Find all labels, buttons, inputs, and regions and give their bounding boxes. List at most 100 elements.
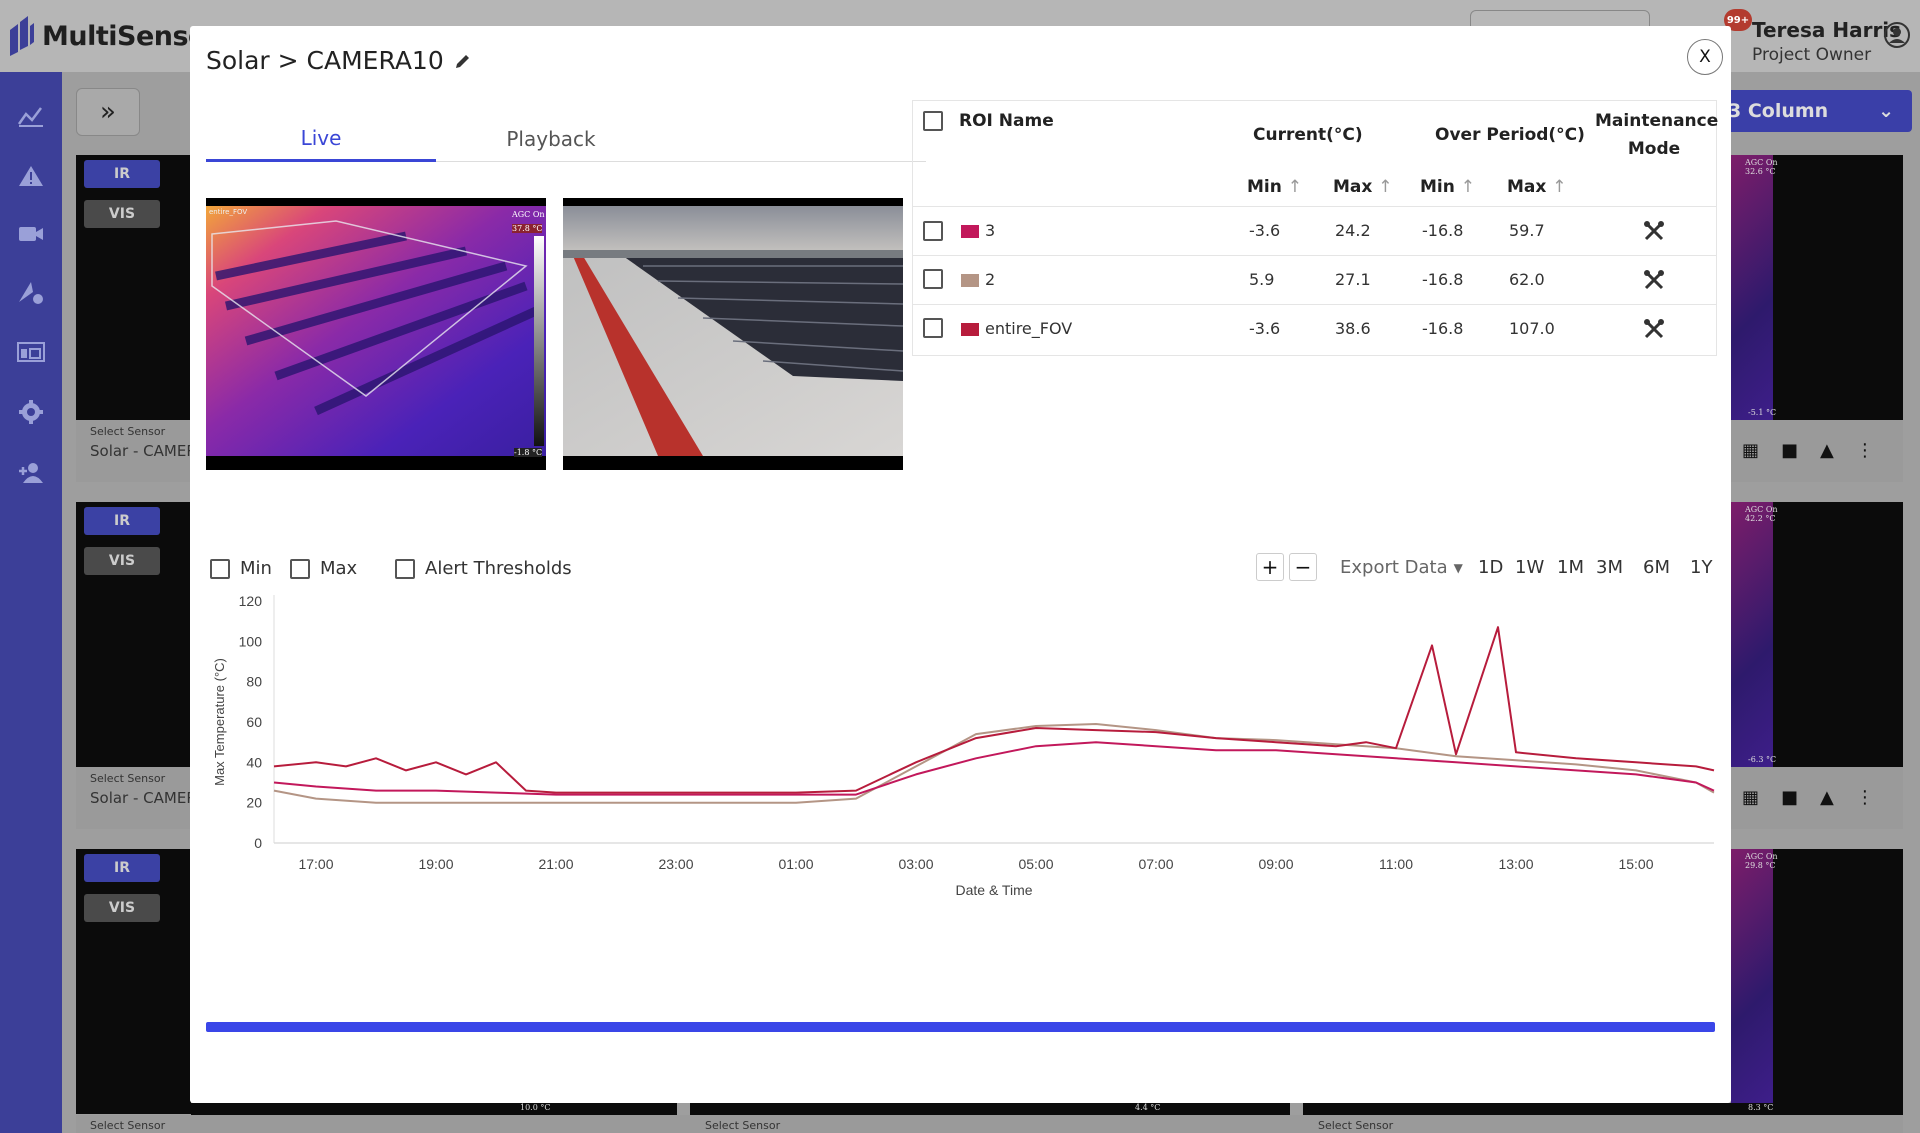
expand-sidebar-button[interactable]: » — [76, 88, 140, 136]
camera-icon[interactable]: ■ — [1781, 440, 1799, 461]
camera-tile-3[interactable] — [76, 849, 191, 1114]
roi-row-checkbox[interactable] — [923, 269, 943, 289]
period-min-value: -16.8 — [1422, 319, 1464, 338]
vis-mode-button[interactable]: VIS — [84, 894, 160, 922]
ir-mode-button[interactable]: IR — [84, 160, 160, 188]
more-vert-icon[interactable]: ⋮ — [1855, 440, 1874, 461]
chart-navigator-bar[interactable] — [206, 1022, 1715, 1032]
brand[interactable]: MultiSensor — [8, 16, 219, 56]
camera-tile-bottom-1[interactable] — [191, 1103, 677, 1115]
period-min-sort[interactable]: Min ↑ — [1420, 177, 1475, 197]
camera-tile-bottom-2[interactable] — [690, 1103, 1290, 1115]
layout-icon[interactable]: ▦ — [1742, 787, 1760, 808]
maintenance-header-line1: Maintenance — [1595, 111, 1719, 131]
y-tick-label: 0 — [254, 835, 262, 851]
analytics-icon[interactable] — [13, 98, 49, 134]
tab-playback[interactable]: Playback — [506, 127, 596, 151]
sort-arrow-icon: ↑ — [1460, 177, 1476, 197]
view-tabs: Live Playback — [206, 116, 926, 162]
tile-min-temp: 10.0 °C — [520, 1103, 551, 1112]
min-toggle[interactable]: Min — [210, 558, 272, 579]
vis-mode-button[interactable]: VIS — [84, 547, 160, 575]
camera-tile-2[interactable] — [76, 502, 191, 767]
max-checkbox[interactable] — [290, 558, 310, 579]
add-user-icon[interactable] — [13, 454, 49, 490]
user-name: Teresa Harris — [1752, 18, 1902, 42]
current-max-sort[interactable]: Max ↑ — [1333, 177, 1393, 197]
current-min-sort[interactable]: Min ↑ — [1247, 177, 1302, 197]
roi-color-swatch — [961, 274, 979, 287]
alert-thresholds-checkbox[interactable] — [395, 558, 415, 579]
layout-icon[interactable] — [13, 334, 49, 370]
x-tick-label: 01:00 — [778, 856, 813, 872]
y-axis-label: Max Temperature (°C) — [212, 658, 227, 786]
export-data-dropdown[interactable]: Export Data ▼ — [1340, 557, 1463, 578]
notification-badge[interactable]: 99+ — [1724, 9, 1752, 31]
y-tick-label: 40 — [246, 754, 262, 770]
period-max-sort[interactable]: Max ↑ — [1507, 177, 1567, 197]
sort-arrow-icon: ↑ — [1287, 177, 1303, 197]
alert-icon[interactable]: ▲ — [1820, 440, 1834, 461]
range-1y[interactable]: 1Y — [1690, 557, 1713, 578]
x-tick-label: 23:00 — [658, 856, 693, 872]
tile-min-temp: 4.4 °C — [1135, 1103, 1161, 1112]
alert-icon[interactable]: ▲ — [1820, 787, 1834, 808]
min-label: Min — [240, 558, 272, 579]
ir-mode-button[interactable]: IR — [84, 507, 160, 535]
close-button[interactable]: X — [1687, 39, 1723, 75]
column-layout-select[interactable]: 3 Column ⌄ — [1716, 90, 1912, 132]
vis-camera-feed[interactable] — [563, 198, 903, 470]
period-min-value: -16.8 — [1422, 221, 1464, 240]
camera-icon[interactable]: ■ — [1781, 787, 1799, 808]
current-max-label: Max — [1333, 177, 1373, 197]
current-max-value: 27.1 — [1335, 270, 1371, 289]
tab-live[interactable]: Live — [206, 116, 436, 162]
layout-icon[interactable]: ▦ — [1742, 440, 1760, 461]
maintenance-tools-icon[interactable] — [1643, 318, 1665, 340]
y-tick-label: 60 — [246, 714, 262, 730]
select-sensor-value[interactable]: Solar - CAMERA — [90, 442, 200, 460]
ir-roi-label: entire_FOV — [209, 208, 248, 216]
roi-row-checkbox[interactable] — [923, 221, 943, 241]
zoom-out-button[interactable]: − — [1289, 553, 1317, 581]
roi-row-checkbox[interactable] — [923, 318, 943, 338]
range-1w[interactable]: 1W — [1515, 557, 1545, 578]
more-vert-icon[interactable]: ⋮ — [1855, 787, 1874, 808]
range-1d[interactable]: 1D — [1478, 557, 1504, 578]
alert-thresholds-toggle[interactable]: Alert Thresholds — [395, 558, 572, 579]
x-tick-label: 17:00 — [298, 856, 333, 872]
tile-min-temp: -6.3 °C — [1748, 755, 1777, 764]
vis-mode-button[interactable]: VIS — [84, 200, 160, 228]
y-tick-label: 100 — [239, 633, 263, 649]
camera-tile-bottom-3[interactable] — [1303, 1103, 1903, 1115]
sensor-settings-icon[interactable] — [13, 274, 49, 310]
range-6m[interactable]: 6M — [1643, 557, 1670, 578]
zoom-in-button[interactable]: + — [1256, 553, 1284, 581]
temperature-chart[interactable]: 0 20 40 60 80 100 120 17:00 19:00 21:00 23:00 01:00… — [190, 26, 1731, 926]
camera-icon[interactable] — [13, 216, 49, 252]
alert-icon[interactable] — [13, 158, 49, 194]
range-3m[interactable]: 3M — [1596, 557, 1623, 578]
ir-camera-feed[interactable]: entire_FOV AGC On 37.8 °C -1.8 °C — [206, 198, 546, 470]
current-min-label: Min — [1247, 177, 1282, 197]
select-all-checkbox[interactable] — [923, 111, 943, 131]
range-1m[interactable]: 1M — [1557, 557, 1584, 578]
camera-detail-modal: Solar > CAMERA10 X Live Playback — [190, 26, 1731, 1103]
maintenance-tools-icon[interactable] — [1643, 269, 1665, 291]
select-sensor-label: Select Sensor — [90, 1119, 166, 1132]
edit-pencil-icon[interactable] — [454, 52, 472, 70]
series-line-3 — [273, 626, 1715, 794]
camera-tile-1[interactable] — [76, 155, 191, 420]
ir-mode-button[interactable]: IR — [84, 854, 160, 882]
y-tick-label: 20 — [246, 795, 262, 811]
column-layout-value: 3 Column — [1728, 100, 1829, 122]
tile-footer — [76, 767, 191, 829]
settings-gear-icon[interactable] — [13, 394, 49, 430]
maintenance-tools-icon[interactable] — [1643, 220, 1665, 242]
select-sensor-label: Select Sensor — [90, 772, 166, 785]
max-toggle[interactable]: Max — [290, 558, 357, 579]
user-avatar-icon[interactable] — [1884, 22, 1910, 48]
min-checkbox[interactable] — [210, 558, 230, 579]
select-sensor-value[interactable]: Solar - CAMERA — [90, 789, 200, 807]
thermal-preview — [1731, 155, 1773, 420]
